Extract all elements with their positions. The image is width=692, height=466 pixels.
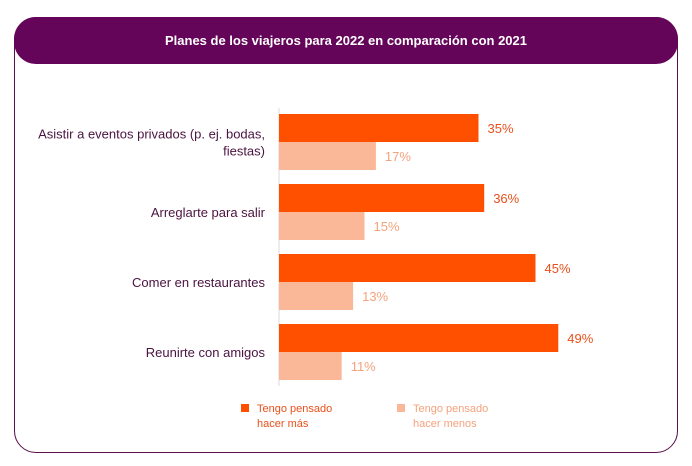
bar-more xyxy=(279,114,479,142)
category-label: Reunirte con amigos xyxy=(146,345,266,360)
legend-label: hacer más xyxy=(257,418,309,430)
chart-title-bar: Planes de los viajeros para 2022 en comp… xyxy=(14,17,678,64)
data-label-more: 49% xyxy=(567,331,593,346)
data-label-more: 45% xyxy=(545,261,571,276)
data-label-less: 15% xyxy=(374,219,400,234)
bar-more xyxy=(279,254,536,282)
chart-title: Planes de los viajeros para 2022 en comp… xyxy=(164,33,527,48)
bar-less xyxy=(279,142,376,170)
category-label: fiestas) xyxy=(223,144,265,159)
data-label-less: 11% xyxy=(351,359,376,374)
legend-label: hacer menos xyxy=(413,418,477,430)
legend-label: Tengo pensado xyxy=(413,403,488,415)
category-label: Comer en restaurantes xyxy=(132,275,265,290)
bar-more xyxy=(279,184,485,212)
data-label-more: 35% xyxy=(488,121,514,136)
data-label-less: 13% xyxy=(362,289,388,304)
bar-less xyxy=(279,282,354,310)
legend-swatch xyxy=(397,404,405,412)
category-label: Asistir a eventos privados (p. ej. bodas… xyxy=(38,127,265,142)
data-label-more: 36% xyxy=(493,191,519,206)
legend-label: Tengo pensado xyxy=(257,403,332,415)
legend-swatch xyxy=(241,404,249,412)
bar-less xyxy=(279,212,365,240)
bar-less xyxy=(279,352,342,380)
category-label: Arreglarte para salir xyxy=(151,205,266,220)
data-label-less: 17% xyxy=(385,149,411,164)
bar-more xyxy=(279,324,559,352)
